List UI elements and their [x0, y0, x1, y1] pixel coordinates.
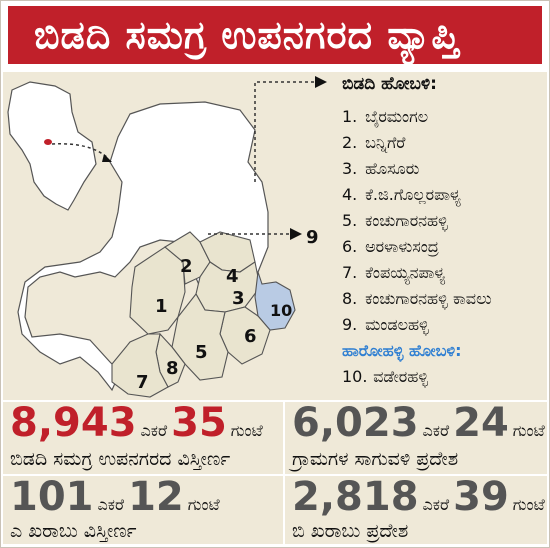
- title-banner: ಬಿಡದಿ ಸಮಗ್ರ ಉಪನಗರದ ವ್ಯಾಪ್ತಿ: [8, 6, 542, 64]
- region-label-5: 5: [195, 342, 208, 363]
- region-label-3: 3: [232, 288, 245, 309]
- region-10: [254, 271, 296, 331]
- region-7: [111, 333, 169, 398]
- stat-b-kharab: 2,818 ಎಕರೆ 39 ಗುಂಟೆ: [292, 474, 545, 520]
- legend-item: 2. ಬನ್ನಿಗೆರೆ: [342, 133, 406, 152]
- region-label-6: 6: [244, 326, 257, 347]
- legend: ಬಿಡದಿ ಹೋಬಳಿ: 1. ಬೈರಮಂಗಲ 2. ಬನ್ನಿಗೆರೆ 3. …: [342, 74, 542, 390]
- stat-village-area: 6,023 ಎಕರೆ 24 ಗುಂಟೆ: [292, 400, 545, 446]
- stats-divider-vertical: [283, 400, 285, 544]
- legend-item: 9. ಮಂಡಲಹಳ್ಳಿ: [342, 315, 429, 334]
- page-title: ಬಿಡದಿ ಸಮಗ್ರ ಉಪನಗರದ ವ್ಯಾಪ್ತಿ: [34, 12, 460, 57]
- region-label-1: 1: [155, 296, 168, 317]
- legend-heading-2: ಹಾರೋಹಳ್ಳಿ ಹೋಬಳಿ:: [342, 341, 462, 360]
- region-label-8: 8: [166, 358, 179, 379]
- stat-b-kharab-label: ಬಿ ಖರಾಬು ಪ್ರದೇಶ: [292, 520, 409, 542]
- legend-arrowhead: [315, 76, 327, 88]
- legend-item: 7. ಕೆಂಪಯ್ಯನಪಾಳ್ಯ: [342, 263, 446, 282]
- stats-divider-middle: [3, 474, 547, 476]
- legend-item: 3. ಹೊಸೂರು: [342, 159, 420, 178]
- map-outline-white: [17, 101, 269, 392]
- inset-state-map: [7, 81, 97, 211]
- inset-location-marker: [44, 139, 52, 145]
- legend-item: 5. ಕಂಚುಗಾರನಹಳ್ಳಿ: [342, 211, 448, 230]
- region-label-9: 9: [306, 227, 319, 248]
- stat-total-label: ಬಿಡದಿ ಸಮಗ್ರ ಉಪನಗರದ ವಿಸ್ತೀರ್ಣ: [10, 448, 231, 470]
- region-map: 1 2 3 4 5 6 7 8 9 10: [7, 76, 327, 398]
- legend-item: 8. ಕಂಚುಗಾರನಹಳ್ಳಿ ಕಾವಲು: [342, 289, 492, 308]
- region-label-10: 10: [270, 301, 292, 320]
- stat-a-kharab: 101 ಎಕರೆ 12 ಗುಂಟೆ: [10, 474, 220, 520]
- stat-a-kharab-label: ಎ ಖರಾಬು ವಿಸ್ತೀರ್ಣ: [10, 520, 137, 542]
- stat-total-area: 8,943 ಎಕರೆ 35 ಗುಂಟೆ: [10, 400, 263, 446]
- legend-item: 4. ಕೆ.ಜಿ.ಗೊಲ್ಲರಪಾಳ್ಯ: [342, 185, 461, 204]
- legend-heading: ಬಿಡದಿ ಹೋಬಳಿ:: [342, 74, 437, 94]
- region-label-2: 2: [180, 256, 193, 277]
- region-label-7: 7: [136, 372, 149, 393]
- legend-pointer: [254, 81, 315, 182]
- region-label-4: 4: [226, 266, 239, 287]
- inset-arrowhead: [102, 154, 112, 162]
- legend-item: 1. ಬೈರಮಂಗಲ: [342, 107, 429, 126]
- legend-item: 10. ವಡೇರಹಳ್ಳಿ: [342, 367, 429, 386]
- stat-village-label: ಗ್ರಾಮಗಳ ಸಾಗುವಳಿ ಪ್ರದೇಶ: [292, 448, 459, 470]
- region-9-arrowhead: [290, 228, 302, 240]
- stats-divider-top: [3, 400, 547, 402]
- legend-item: 6. ಅರಳಾಳುಸಂದ್ರ: [342, 237, 439, 256]
